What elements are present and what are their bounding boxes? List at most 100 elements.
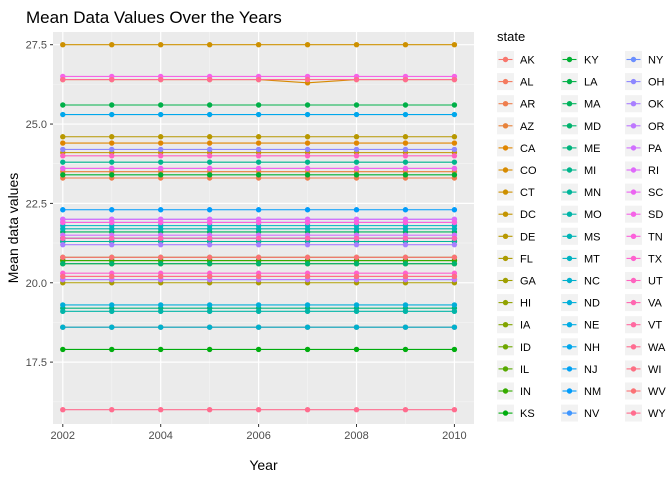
data-point [353,346,360,353]
data-point [109,165,115,172]
data-point [255,102,262,108]
data-point [206,219,213,226]
data-point [353,76,360,83]
data-point [206,273,213,280]
data-point [353,302,360,308]
y-axis-title: Mean data values [5,173,21,284]
legend-item-mt: MT [561,249,600,267]
data-point [451,324,458,330]
legend-item-oh: OH [625,73,665,91]
data-point [304,140,311,146]
x-tick-label: 2004 [148,430,172,442]
data-point [402,76,409,83]
data-point [353,207,360,213]
data-point [109,261,115,267]
data-point [109,172,115,178]
legend-item-tx: TX [625,249,663,267]
data-point [353,235,360,242]
legend-label: DE [520,231,535,243]
data-point [206,159,213,165]
data-point [304,146,311,153]
data-point [157,172,164,178]
legend-key-point [630,101,637,107]
data-point [402,134,409,140]
data-point [451,207,458,213]
series-ut [60,153,458,159]
data-point [402,324,409,330]
data-point [304,172,311,178]
data-point [60,219,66,226]
legend-label: IL [520,364,529,376]
legend-label: KS [520,408,535,420]
series-tn [60,219,458,226]
data-point [255,235,262,242]
data-point [157,273,164,280]
legend-key-point [502,145,509,151]
legend-item-la: LA [561,73,598,91]
data-point [255,76,262,83]
legend-key-point [630,255,637,262]
legend-key-point [502,388,509,394]
data-point [451,111,458,118]
data-point [451,219,458,226]
series-mi [60,159,458,165]
legend-item-in: IN [497,382,531,400]
data-point [402,146,409,153]
series-group [60,41,458,413]
data-point [451,134,458,140]
series-wv [60,254,458,261]
data-point [109,254,115,261]
data-point [255,261,262,267]
data-point [451,146,458,153]
data-point [304,254,311,261]
data-point [304,308,311,315]
data-point [353,153,360,159]
legend-label: ND [584,298,600,310]
data-point [353,407,360,413]
data-point [304,111,311,118]
series-wy [60,407,458,413]
legend-item-al: AL [497,73,533,91]
data-point [157,324,164,330]
series-va [60,235,458,242]
legend-label: VT [648,320,662,332]
legend-item-pa: PA [625,139,663,157]
legend-key-point [502,322,509,328]
legend-key-point [566,101,573,107]
data-point [60,261,66,267]
data-point [157,134,164,140]
data-point [157,254,164,261]
legend-key-point [566,56,573,63]
plot-panel [53,32,474,424]
data-point [402,207,409,213]
legend-key-point [630,277,637,284]
legend-key-point [502,299,509,306]
data-point [304,302,311,308]
data-point [60,41,66,48]
legend-key-point [502,277,509,284]
data-point [353,111,360,118]
data-point [60,302,66,308]
data-point [353,102,360,108]
legend-label: NJ [584,364,597,376]
legend-label: MA [584,99,601,111]
data-point [157,235,164,242]
chart-title: Mean Data Values Over the Years [26,8,282,27]
data-point [402,302,409,308]
data-point [157,261,164,267]
series-ks [60,346,458,353]
legend-label: AK [520,55,535,67]
legend-key-point [502,255,509,262]
legend-item-id: ID [497,338,531,356]
data-point [60,111,66,118]
legend-label: CA [520,143,536,155]
data-point [451,302,458,308]
data-point [206,111,213,118]
data-point [157,140,164,146]
legend-item-ca: CA [497,139,536,157]
data-point [402,111,409,118]
data-point [451,235,458,242]
data-point [402,308,409,315]
legend-item-de: DE [497,227,535,245]
data-point [451,254,458,261]
